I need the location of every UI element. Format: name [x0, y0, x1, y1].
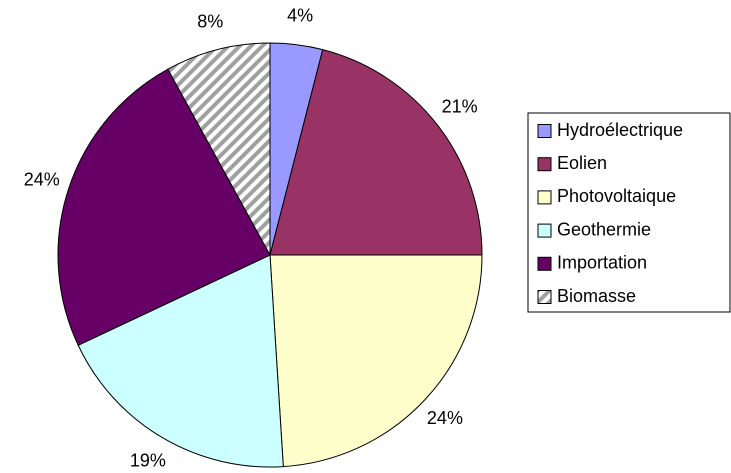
legend-box [527, 112, 731, 313]
data-label: 4% [287, 6, 313, 26]
pie-slice [269, 254, 483, 468]
pie-slice [77, 254, 284, 468]
pie-slice [57, 68, 271, 346]
legend-swatch [537, 190, 552, 205]
legend-label: Eolien [557, 153, 607, 173]
legend-swatch [537, 290, 552, 304]
data-label: 24% [24, 170, 60, 190]
data-label: 21% [442, 97, 478, 117]
legend-label: Geothermie [557, 219, 651, 239]
pie-slice [167, 42, 271, 256]
data-label: 8% [197, 11, 223, 31]
data-label: 24% [427, 408, 463, 428]
legend-label: Photovoltaique [557, 186, 676, 206]
legend-label: Hydroélectrique [557, 120, 683, 140]
legend-label: Importation [557, 253, 647, 273]
legend-swatch [537, 157, 552, 172]
legend-label: Biomasse [557, 286, 636, 306]
legend-swatch [537, 256, 552, 271]
data-label: 19% [130, 450, 166, 470]
pie-slice [269, 49, 483, 256]
legend-swatch [537, 124, 552, 138]
legend-swatch [537, 223, 552, 238]
